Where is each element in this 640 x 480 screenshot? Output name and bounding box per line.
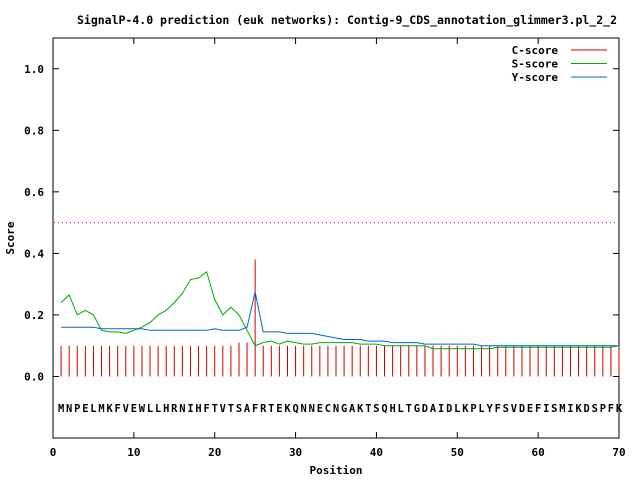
sequence-residue: C — [325, 403, 331, 415]
sequence-residue: R — [260, 403, 267, 415]
sequence-residue: F — [495, 403, 501, 415]
sequence-residue: M — [559, 403, 565, 415]
sequence-residue: S — [592, 403, 598, 415]
sequence-residue: I — [543, 403, 549, 415]
s-score-line — [60, 271, 620, 350]
sequence-residue: N — [66, 403, 72, 415]
sequence-residue: D — [584, 403, 590, 415]
sequence-residue: A — [244, 403, 251, 415]
sequence-residue: I — [187, 403, 193, 415]
sequence-residue: Q — [381, 403, 387, 415]
sequence-residue: K — [357, 403, 364, 415]
sequence-residue: F — [535, 403, 541, 415]
y-tick-label: 0.0 — [24, 370, 44, 383]
x-tick-label: 10 — [127, 446, 140, 459]
sequence-residue: E — [276, 403, 282, 415]
sequence-residue: K — [284, 403, 291, 415]
sequence-residue: T — [268, 403, 274, 415]
sequence-residue: V — [511, 403, 517, 415]
sequence-residue: V — [123, 403, 129, 415]
sequence-residue: L — [90, 403, 96, 415]
sequence-residue: E — [527, 403, 533, 415]
sequence-residue: I — [438, 403, 444, 415]
sequence-residue: N — [309, 403, 315, 415]
sequence-residue: T — [406, 403, 412, 415]
y-tick-label: 1.0 — [24, 63, 44, 76]
x-tick-label: 50 — [451, 446, 464, 459]
sequence-residue: S — [236, 403, 242, 415]
legend-label: Y-score — [512, 71, 559, 84]
y-tick-label: 0.2 — [24, 309, 44, 322]
sequence-residue: D — [519, 403, 525, 415]
sequence-residue: E — [82, 403, 88, 415]
x-tick-label: 20 — [208, 446, 221, 459]
sequence-residue: L — [478, 403, 484, 415]
sequence-residue: K — [106, 403, 113, 415]
sequence-residue: T — [228, 403, 234, 415]
y-score-line — [61, 291, 619, 347]
sequence-residue: I — [567, 403, 573, 415]
sequence-residue: A — [349, 403, 356, 415]
sequence-residue: V — [220, 403, 226, 415]
sequence-residue: L — [454, 403, 460, 415]
sequence-residue: P — [600, 403, 606, 415]
sequence-residue: E — [317, 403, 323, 415]
y-tick-label: 0.6 — [24, 186, 44, 199]
sequence-residue: Y — [486, 403, 493, 415]
sequence-residue: N — [301, 403, 307, 415]
sequence-residue: F — [203, 403, 209, 415]
sequence-residue: D — [446, 403, 452, 415]
sequence-residue: P — [74, 403, 80, 415]
sequence-residue: T — [212, 403, 218, 415]
sequence-residue: N — [179, 403, 185, 415]
x-tick-label: 70 — [612, 446, 625, 459]
y-tick-label: 0.8 — [24, 124, 44, 137]
sequence-residue: E — [131, 403, 137, 415]
sequence-residue: S — [373, 403, 379, 415]
sequence-residue: F — [115, 403, 121, 415]
chart-title: SignalP-4.0 prediction (euk networks): C… — [77, 13, 617, 28]
sequence-residue: P — [470, 403, 476, 415]
legend-label: C-score — [512, 44, 559, 57]
sequence-residue: L — [398, 403, 404, 415]
sequence-residue: H — [389, 403, 395, 415]
sequence-residue: M — [58, 403, 64, 415]
x-axis-label: Position — [310, 464, 363, 477]
sequence-residue: D — [422, 403, 428, 415]
sequence-residue: K — [575, 403, 582, 415]
sequence-residue: A — [430, 403, 437, 415]
sequence-residue: S — [503, 403, 509, 415]
sequence-residue: G — [341, 403, 347, 415]
x-tick-label: 30 — [289, 446, 302, 459]
y-axis-label: Score — [4, 221, 17, 254]
sequence-residue: L — [155, 403, 161, 415]
sequence-residue: H — [163, 403, 169, 415]
sequence-residue: L — [147, 403, 153, 415]
sequence-residue: H — [195, 403, 201, 415]
sequence-residue: S — [551, 403, 557, 415]
x-tick-label: 60 — [532, 446, 545, 459]
legend-label: S-score — [512, 58, 559, 71]
sequence-residue: K — [462, 403, 469, 415]
sequence-residue: T — [365, 403, 371, 415]
sequence-residue: N — [333, 403, 339, 415]
plot-frame — [52, 37, 620, 439]
sequence-residue: M — [98, 403, 104, 415]
sequence-residue: W — [139, 403, 146, 415]
sequence-residue: F — [608, 403, 614, 415]
sequence-residue: G — [414, 403, 420, 415]
sequence-residue: Q — [292, 403, 298, 415]
sequence-residue: K — [616, 403, 623, 415]
sequence-residue: F — [252, 403, 258, 415]
x-tick-label: 0 — [50, 446, 57, 459]
y-tick-label: 0.4 — [24, 247, 44, 260]
x-tick-label: 40 — [370, 446, 383, 459]
sequence-residue: R — [171, 403, 178, 415]
